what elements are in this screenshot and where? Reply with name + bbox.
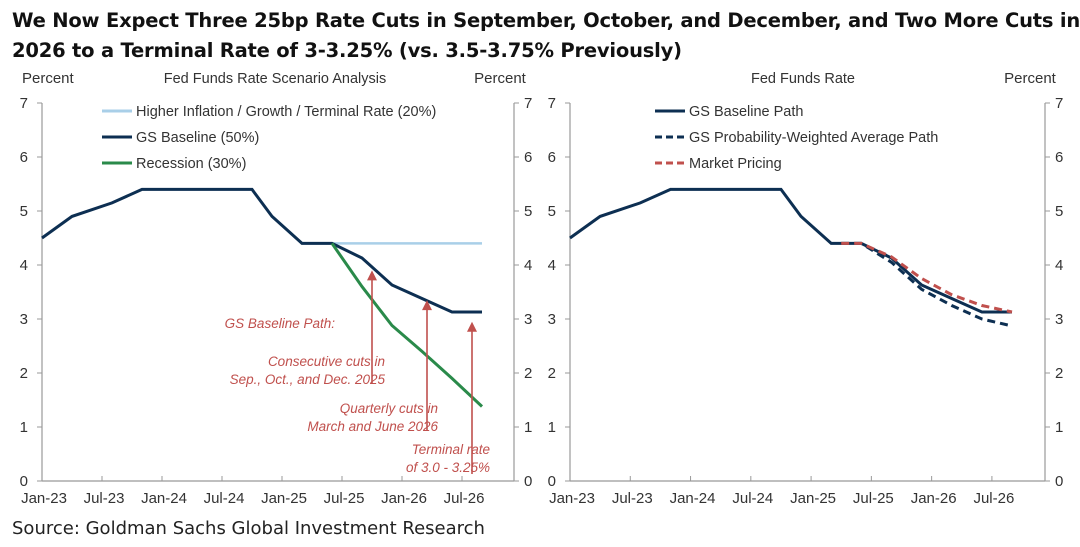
x-tick-label: Jul-26 [444, 490, 485, 507]
y-tick-label-left: 4 [20, 257, 28, 274]
x-tick-label: Jan-24 [670, 490, 716, 507]
y-tick-label-right: 4 [1055, 257, 1063, 274]
y-tick-label-right: 1 [1055, 419, 1063, 436]
y-tick-label-right: 5 [524, 203, 532, 220]
x-tick-label: Jan-23 [21, 490, 67, 507]
annotation-text: Sep., Oct., and Dec. 2025 [230, 372, 386, 387]
annotation-text: of 3.0 - 3.25% [406, 460, 490, 475]
legend-label-recession: Recession (30%) [136, 156, 246, 172]
x-tick-label: Jul-26 [973, 490, 1014, 507]
legend-label-baseline: GS Baseline (50%) [136, 130, 259, 146]
y-tick-label-right: 7 [524, 95, 532, 112]
y-tick-label-left: 4 [548, 257, 556, 274]
y-tick-label-right: 0 [524, 473, 532, 490]
annotation-text: March and June 2026 [307, 419, 438, 434]
y-axis-label-left: Percent [22, 70, 75, 87]
series-line-prob-weighted [841, 241, 1013, 328]
y-tick-label-left: 6 [548, 149, 556, 166]
legend-label-baseline: GS Baseline Path [689, 104, 803, 120]
y-tick-label-left: 3 [548, 311, 556, 328]
y-tick-label-right: 5 [1055, 203, 1063, 220]
legend-label-market: Market Pricing [689, 156, 782, 172]
y-tick-label-right: 0 [1055, 473, 1063, 490]
x-tick-label: Jan-25 [261, 490, 307, 507]
series-line-market [841, 241, 1013, 314]
y-tick-label-left: 5 [548, 203, 556, 220]
y-tick-label-left: 2 [548, 365, 556, 382]
chart-panel-1: Fed Funds Rate Scenario Analysis Percent P… [20, 70, 533, 507]
y-tick-label-left: 5 [20, 203, 28, 220]
annotation-text: Terminal rate [412, 442, 490, 457]
y-axis-label-right: Percent [1004, 70, 1057, 87]
x-tick-label: Jan-24 [141, 490, 187, 507]
y-tick-label-right: 1 [524, 419, 532, 436]
y-tick-label-right: 2 [524, 365, 532, 382]
series-line-baseline [41, 187, 482, 314]
y-tick-label-left: 1 [20, 419, 28, 436]
y-axis-label-right: Percent [474, 70, 527, 87]
y-tick-label-right: 4 [524, 257, 532, 274]
annotation-text: Quarterly cuts in [340, 401, 438, 416]
chart-panel-2: Fed Funds Rate Percent 0 0 1 1 2 2 3 3 4 4 5 5 6 6 7 7 Jan… [548, 70, 1064, 507]
x-tick-label: Jul-25 [853, 490, 894, 507]
y-tick-label-left: 2 [20, 365, 28, 382]
chart-title: Fed Funds Rate Scenario Analysis [164, 71, 386, 87]
annotation-arrowhead [367, 270, 377, 281]
series-line-recession [330, 242, 484, 408]
y-tick-label-left: 6 [20, 149, 28, 166]
x-tick-label: Jan-23 [549, 490, 595, 507]
y-tick-label-left: 7 [20, 95, 28, 112]
y-tick-label-right: 6 [524, 149, 532, 166]
x-tick-label: Jan-26 [381, 490, 427, 507]
chart-headline: We Now Expect Three 25bp Rate Cuts in Se… [12, 9, 1080, 62]
y-tick-label-right: 3 [1055, 311, 1063, 328]
x-tick-label: Jul-25 [324, 490, 365, 507]
x-tick-label: Jul-24 [204, 490, 245, 507]
annotation-text: Consecutive cuts in [268, 354, 385, 369]
y-tick-label-right: 3 [524, 311, 532, 328]
annotation-arrowhead [422, 300, 432, 311]
series-line-baseline [569, 187, 1012, 314]
annotation-arrowhead [467, 321, 477, 332]
y-tick-label-left: 1 [548, 419, 556, 436]
x-tick-label: Jan-26 [911, 490, 957, 507]
y-tick-label-right: 6 [1055, 149, 1063, 166]
source-note: Source: Goldman Sachs Global Investment … [12, 518, 485, 539]
legend-label-prob-weighted: GS Probability-Weighted Average Path [689, 130, 938, 146]
y-tick-label-left: 7 [548, 95, 556, 112]
legend-label-higher-inflation: Higher Inflation / Growth / Terminal Rat… [136, 104, 436, 120]
y-tick-label-right: 7 [1055, 95, 1063, 112]
x-tick-label: Jan-25 [790, 490, 836, 507]
x-tick-label: Jul-24 [732, 490, 773, 507]
y-tick-label-right: 2 [1055, 365, 1063, 382]
chart-title: Fed Funds Rate [751, 71, 855, 87]
annotation-text: GS Baseline Path: [225, 316, 336, 331]
y-tick-label-left: 0 [548, 473, 556, 490]
y-tick-label-left: 0 [20, 473, 28, 490]
y-tick-label-left: 3 [20, 311, 28, 328]
x-tick-label: Jul-23 [84, 490, 125, 507]
x-tick-label: Jul-23 [612, 490, 653, 507]
